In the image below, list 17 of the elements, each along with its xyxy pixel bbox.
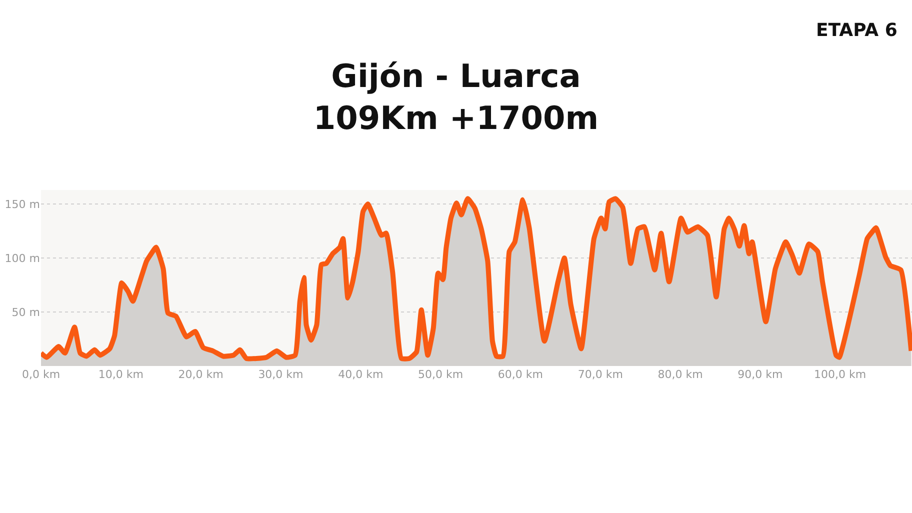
chart-title: Gijón - Luarca: [331, 57, 581, 96]
y-tick-label: 150 m: [4, 198, 40, 211]
x-tick-label: 20,0 km: [178, 368, 224, 381]
y-tick-label: 50 m: [12, 306, 40, 319]
x-tick-label: 90,0 km: [738, 368, 783, 381]
x-tick-label: 70,0 km: [578, 368, 623, 381]
text: ETAPA 6: [816, 20, 898, 41]
x-tick-label: 100,0 km: [814, 368, 866, 381]
x-tick-label: 0,0 km: [22, 368, 60, 381]
x-tick-label: 10,0 km: [98, 368, 144, 381]
chart-subtitle: 109Km +1700m: [313, 98, 599, 137]
x-tick-label: 50,0 km: [418, 368, 464, 381]
x-tick-label: 30,0 km: [258, 368, 304, 381]
x-tick-label: 80,0 km: [658, 368, 703, 381]
x-tick-label: 60,0 km: [498, 368, 543, 381]
y-tick-label: 100 m: [4, 252, 40, 265]
x-tick-label: 40,0 km: [338, 368, 384, 381]
